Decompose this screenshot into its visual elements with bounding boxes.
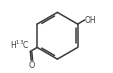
Text: O: O	[28, 61, 35, 70]
Text: H$^{13}$C: H$^{13}$C	[10, 38, 29, 51]
Text: OH: OH	[84, 16, 96, 25]
